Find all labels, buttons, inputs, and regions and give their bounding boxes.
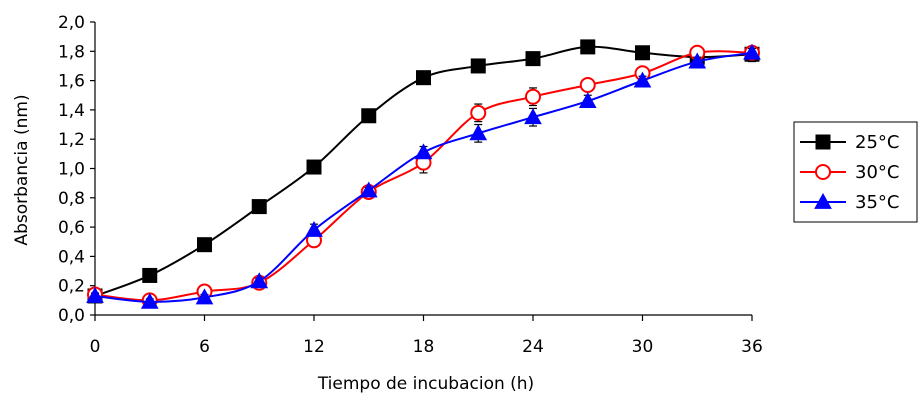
data-point	[815, 164, 831, 180]
x-tick-label: 12	[303, 337, 325, 357]
data-point	[635, 45, 650, 61]
data-point	[469, 124, 488, 141]
legend-label: 25°C	[855, 132, 899, 153]
data-point	[195, 288, 214, 305]
data-point	[815, 134, 831, 150]
y-tick-label: 2,0	[58, 13, 85, 33]
y-ticks: 0,0 0,2 0,4 0,6 0,8 1,0 1,2 1,4 1,6 1,8 2,0	[58, 13, 95, 326]
x-tick-label: 0	[90, 337, 101, 357]
data-point	[580, 39, 596, 55]
data-point	[814, 192, 832, 209]
y-tick-label: 0,0	[58, 306, 85, 326]
y-tick-label: 0,4	[58, 247, 85, 267]
y-tick-label: 1,8	[58, 42, 85, 62]
y-tick-label: 1,2	[58, 130, 85, 150]
data-point	[414, 143, 433, 160]
series-35°C	[86, 43, 761, 309]
x-axis-title: Tiempo de incubacion (h)	[317, 374, 534, 394]
data-point	[470, 104, 487, 121]
data-point	[524, 108, 542, 125]
data-point	[86, 286, 104, 303]
axes: 0,0 0,2 0,4 0,6 0,8 1,0 1,2 1,4 1,6 1,8 2,0 0 6 12 18…	[58, 13, 763, 357]
legend-label: 30°C	[855, 162, 899, 183]
data-point	[633, 71, 652, 88]
x-ticks: 0 6 12 18 24 30 36	[90, 315, 763, 357]
y-tick-label: 1,4	[58, 101, 85, 121]
y-tick-label: 0,8	[58, 189, 85, 209]
data-point	[525, 51, 541, 67]
data-point	[416, 70, 431, 86]
data-point	[688, 52, 707, 69]
x-tick-label: 36	[741, 337, 763, 357]
data-point	[250, 272, 269, 289]
data-point	[140, 292, 159, 309]
data-point	[578, 92, 597, 109]
data-point	[743, 43, 761, 60]
data-point	[579, 76, 596, 93]
x-tick-label: 18	[413, 337, 435, 357]
y-tick-label: 1,6	[58, 72, 85, 92]
x-tick-label: 24	[522, 337, 544, 357]
legend: 25°C 30°C 35°C	[793, 121, 918, 223]
y-axis-title: Absorbancia (nm)	[12, 94, 32, 245]
data-point	[361, 108, 377, 124]
data-point	[305, 221, 323, 237]
data-point	[525, 88, 541, 105]
x-tick-label: 6	[199, 337, 210, 357]
y-tick-label: 0,6	[58, 218, 85, 238]
series-line	[94, 50, 753, 302]
data-point	[470, 58, 486, 74]
y-tick-label: 0,2	[58, 277, 85, 297]
data-point	[197, 237, 212, 253]
data-point	[306, 159, 322, 175]
series-line	[94, 51, 753, 303]
data-point	[359, 181, 378, 198]
y-tick-label: 1,0	[58, 160, 85, 180]
x-tick-label: 30	[632, 337, 654, 357]
plot-area	[86, 39, 761, 309]
data-point	[251, 199, 267, 215]
legend-label: 35°C	[855, 192, 899, 213]
data-point	[142, 267, 158, 283]
